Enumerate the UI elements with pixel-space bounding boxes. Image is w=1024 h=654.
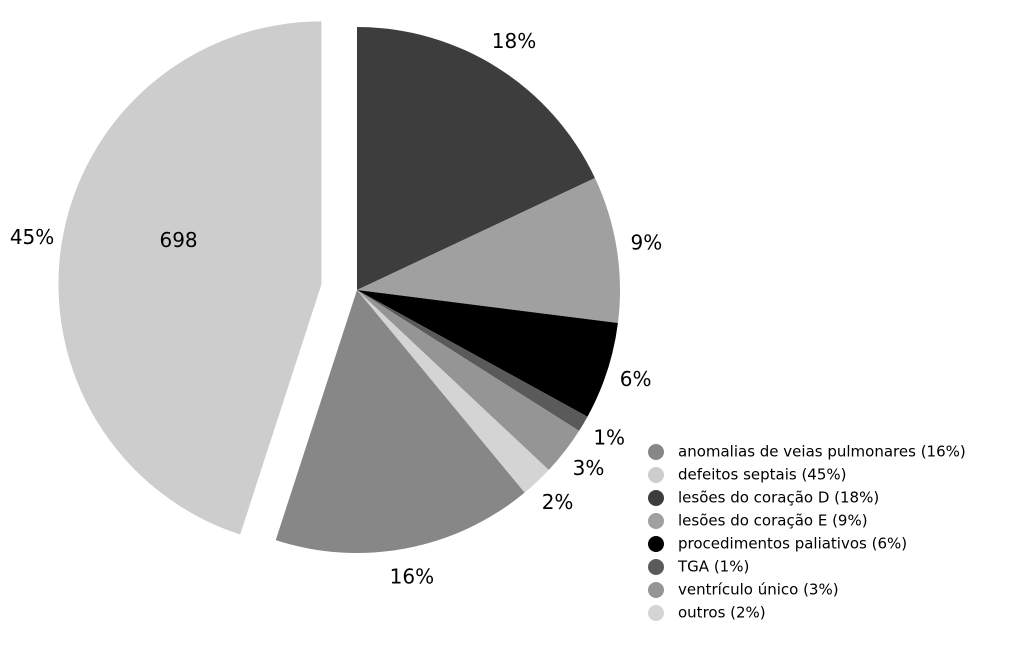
slice-label: 18% (492, 29, 536, 53)
legend-label: outros (2%) (678, 604, 766, 622)
legend-label: lesões do coração D (18%) (678, 489, 879, 507)
pie-slice (357, 178, 620, 323)
legend-swatch (648, 467, 664, 483)
slice-label: 2% (542, 490, 574, 514)
pie-slice (357, 290, 588, 431)
legend-swatch (648, 513, 664, 529)
slice-annotation: 698 (159, 228, 197, 252)
pie-slice (357, 290, 580, 471)
slice-label: 16% (390, 564, 434, 588)
legend-label: anomalias de veias pulmonares (16%) (678, 443, 966, 461)
legend-label: TGA (1%) (677, 558, 749, 576)
slice-label: 9% (631, 231, 663, 255)
legend-swatch (648, 490, 664, 506)
pie-slice (58, 21, 322, 535)
legend-label: lesões do coração E (9%) (678, 512, 868, 530)
slice-label: 45% (10, 225, 54, 249)
pie-slice (357, 27, 595, 290)
legend-swatch (648, 536, 664, 552)
legend-swatch (648, 559, 664, 575)
legend-label: defeitos septais (45%) (678, 466, 847, 484)
slice-label: 6% (620, 367, 652, 391)
pie-slice (275, 290, 525, 553)
pie-slice (357, 290, 618, 417)
slice-label: 3% (573, 456, 605, 480)
legend-label: ventrículo único (3%) (678, 581, 839, 599)
legend-swatch (648, 444, 664, 460)
legend-swatch (648, 582, 664, 598)
slice-label: 1% (593, 426, 625, 450)
legend-label: procedimentos paliativos (6%) (678, 535, 907, 553)
legend-swatch (648, 605, 664, 621)
pie-slice (357, 290, 549, 493)
